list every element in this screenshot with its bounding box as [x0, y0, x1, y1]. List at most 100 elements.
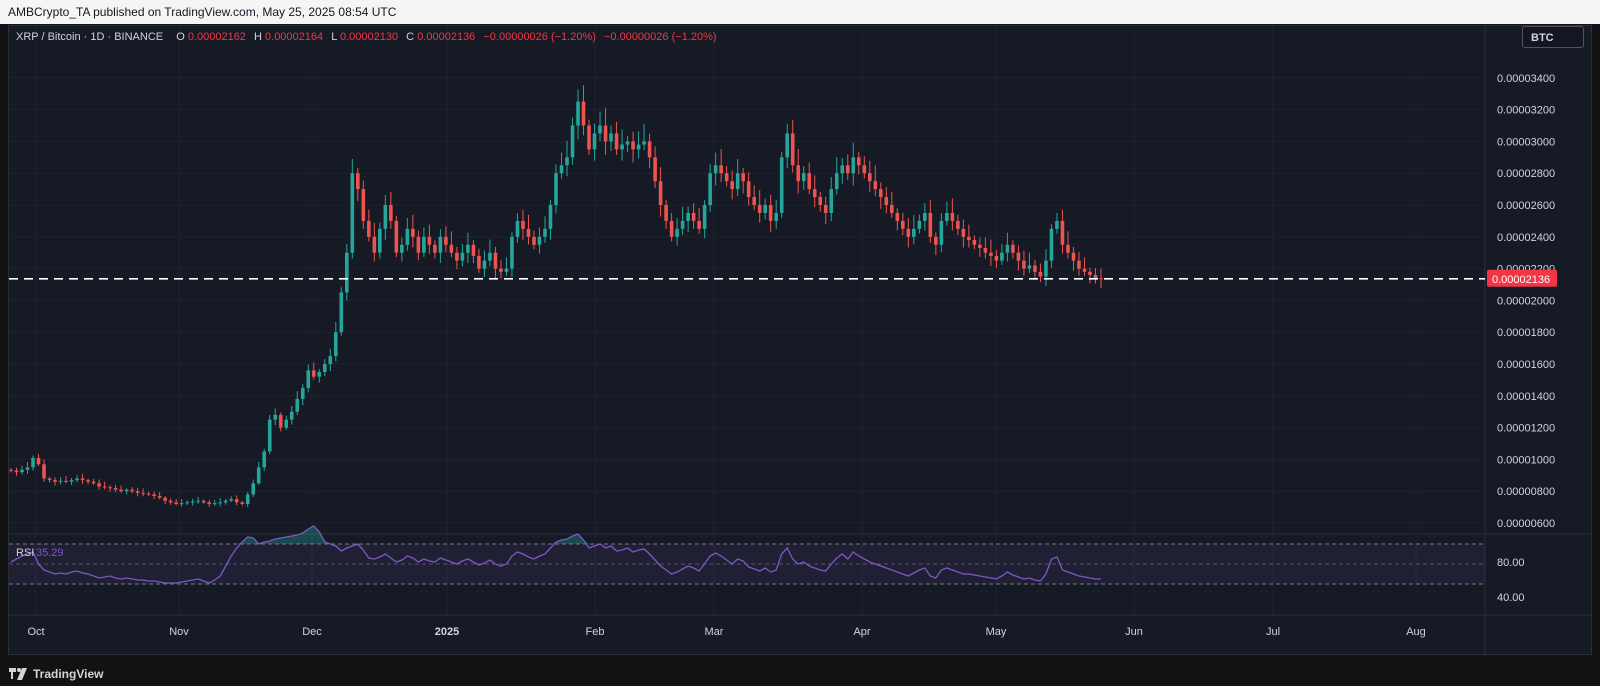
price-tick-label: 0.00001400	[1497, 391, 1555, 403]
candle-body	[135, 491, 140, 493]
candle-body	[273, 414, 278, 420]
candle-body	[124, 489, 129, 492]
legend-change-2: −0.00000026 (−1.20%)	[604, 31, 717, 43]
ohlc-legend: XRP / Bitcoin · 1D · BINANCE O 0.0000216…	[16, 31, 717, 43]
rsi-line	[10, 525, 1101, 584]
candle-body	[69, 480, 74, 482]
time-tick-label: Nov	[169, 626, 189, 638]
candle-body	[113, 488, 118, 490]
time-tick-label: Oct	[27, 626, 44, 638]
time-axis[interactable]: Oct Nov Dec 2025 Feb Mar Apr May Jun Jul Aug	[27, 626, 1425, 638]
currency-button-label: BTC	[1531, 32, 1554, 44]
candle-body	[449, 244, 454, 253]
candle-body	[945, 212, 949, 221]
candle-body	[658, 181, 663, 206]
time-tick-label: Mar	[705, 626, 724, 638]
candle-body	[372, 236, 377, 253]
candle-body	[741, 173, 745, 182]
legend-o-label: O	[176, 31, 185, 43]
candle-body	[713, 165, 718, 174]
candle-body	[1049, 228, 1054, 261]
candle-body	[807, 173, 812, 190]
chart-frame[interactable]: 0.00003400 0.00003200 0.00003000 0.00002800…	[8, 25, 1593, 656]
candle-body	[812, 189, 817, 198]
published-header: AMBCrypto_TA published on TradingView.co…	[0, 0, 1600, 24]
candle-body	[152, 494, 156, 497]
candle-body	[482, 260, 487, 269]
currency-button[interactable]: BTC	[1522, 26, 1584, 48]
candle-body	[845, 165, 850, 174]
candle-body	[675, 228, 679, 237]
candle-body	[433, 244, 437, 253]
candle-body	[895, 212, 900, 221]
legend-h-label: H	[254, 31, 262, 43]
candle-body	[515, 220, 520, 237]
time-tick-label: Apr	[853, 626, 870, 638]
candle-body	[75, 478, 79, 481]
candle-body	[284, 419, 289, 428]
candle-body	[174, 502, 178, 504]
price-tick-label: 0.00002800	[1497, 168, 1555, 180]
candle-body	[576, 101, 580, 126]
candle-body	[102, 486, 107, 488]
candle-body	[834, 173, 839, 190]
price-tick-label: 0.00002400	[1497, 232, 1555, 244]
candle-body	[493, 252, 498, 269]
candle-body	[229, 499, 234, 501]
candle-body	[477, 255, 481, 269]
candle-body	[873, 181, 878, 190]
tradingview-logo-icon	[9, 668, 27, 680]
price-tick-label: 0.00001000	[1497, 454, 1555, 466]
candle-body	[598, 125, 602, 134]
candle-body	[218, 502, 222, 504]
candle-body	[901, 220, 905, 229]
current-price-label: 0.00002136	[1492, 274, 1550, 286]
candle-body	[642, 141, 646, 145]
candle-body	[928, 212, 933, 237]
candle-body	[757, 205, 762, 213]
price-axis[interactable]: 0.00003400 0.00003200 0.00003000 0.00002800…	[1497, 73, 1555, 530]
candle-body	[212, 503, 217, 505]
candle-body	[620, 144, 624, 150]
price-tick-label: 0.00001600	[1497, 359, 1555, 371]
legend-o-value: 0.00002162	[188, 31, 246, 43]
candle-body	[1038, 271, 1043, 277]
candle-body	[856, 157, 861, 166]
candle-body	[702, 205, 707, 229]
price-tick-label: 0.00003200	[1497, 105, 1555, 117]
candle-body	[108, 487, 112, 489]
legend-text: XRP / Bitcoin · 1D · BINANCE O 0.0000216…	[16, 31, 717, 43]
price-tick-label: 0.00000800	[1497, 486, 1555, 498]
candle-body	[179, 503, 184, 505]
tradingview-logo[interactable]: TradingView	[9, 666, 103, 682]
candle-body	[196, 500, 200, 502]
candle-body	[867, 173, 872, 182]
time-tick-label: 2025	[435, 626, 459, 638]
candle-body	[394, 220, 399, 253]
candle-body	[532, 236, 536, 245]
time-tick-label: Jun	[1125, 626, 1143, 638]
candle-body	[185, 502, 189, 504]
candle-body	[631, 141, 635, 150]
candle-body	[36, 457, 41, 465]
candle-body	[735, 173, 740, 190]
candle-body	[587, 125, 591, 150]
candle-body	[570, 125, 575, 158]
chart-svg[interactable]: 0.00003400 0.00003200 0.00003000 0.00002800…	[9, 26, 1593, 656]
candle-body	[614, 133, 619, 150]
candle-body	[647, 141, 652, 158]
candle-body	[1000, 252, 1004, 261]
candle-body	[669, 220, 674, 237]
candle-body	[119, 489, 123, 492]
price-tick-label: 0.00002600	[1497, 200, 1555, 212]
candle-body	[851, 157, 856, 174]
candle-body	[912, 228, 916, 237]
rsi-pane: RSI 35.29 80.00 40.00	[9, 525, 1525, 604]
candle-body	[818, 197, 823, 206]
candle-body	[141, 492, 145, 494]
candle-body	[884, 197, 889, 206]
rsi-tick-40: 40.00	[1497, 592, 1525, 604]
candle-body	[367, 220, 371, 237]
candle-body	[389, 205, 393, 221]
footer: TradingView	[0, 662, 1600, 686]
